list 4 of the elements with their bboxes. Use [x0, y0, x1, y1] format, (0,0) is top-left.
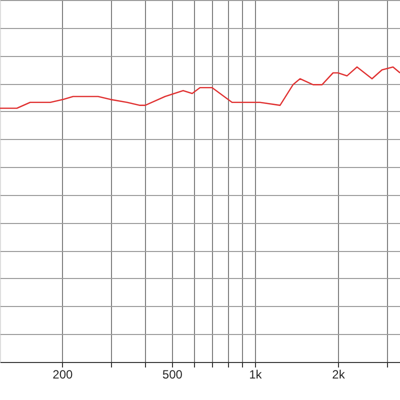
- x-tick-label: 500: [162, 368, 183, 382]
- x-tick-label: 2k: [332, 368, 346, 382]
- x-tick-label: 200: [52, 368, 74, 382]
- x-tick-label: 1k: [249, 368, 263, 382]
